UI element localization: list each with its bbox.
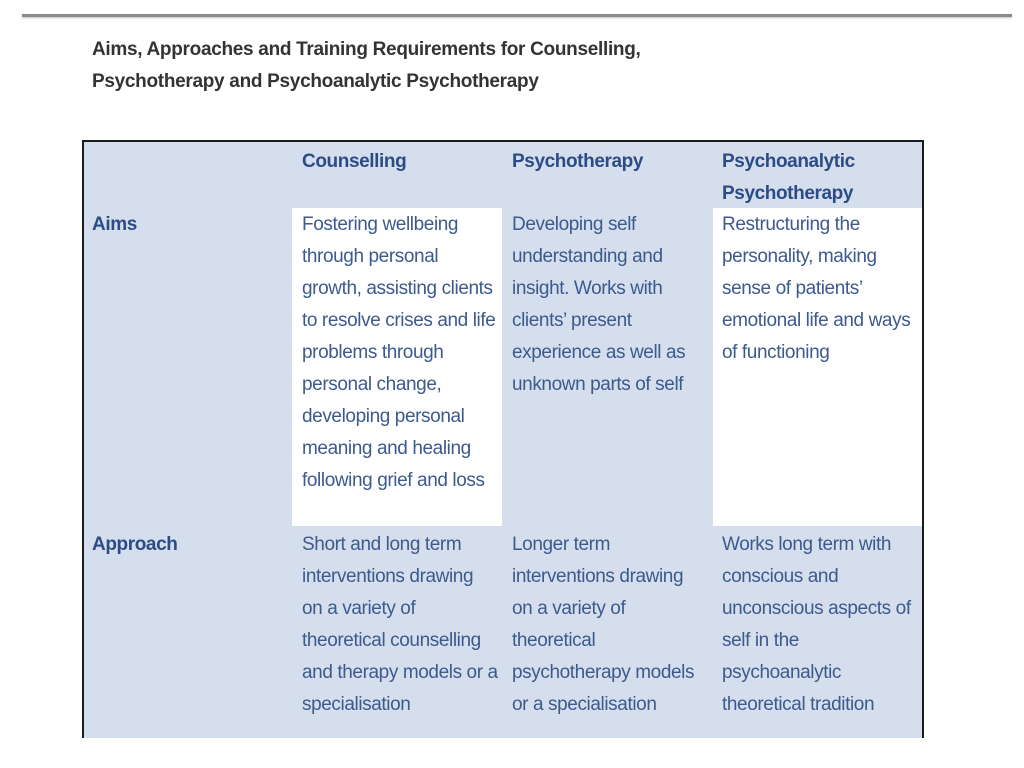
- comparison-table: Counselling Psychotherapy Psychoanalytic…: [82, 140, 924, 738]
- column-header-psychotherapy: Psychotherapy: [512, 151, 644, 172]
- cell-approach-psychotherapy: Longer term interventions drawing on a v…: [512, 534, 695, 715]
- top-divider: [22, 14, 1012, 17]
- cell-approach-psychoanalytic: Works long term with conscious and uncon…: [722, 534, 911, 715]
- column-header-psychoanalytic-psychotherapy: Psychoanalytic Psychotherapy: [722, 151, 855, 204]
- document-title: Aims, Approaches and Training Requiremen…: [92, 39, 641, 92]
- cell-aims-counselling: Fostering wellbeing through personal gro…: [302, 214, 496, 491]
- cell-aims-psychotherapy: Developing self understanding and insigh…: [512, 214, 686, 395]
- row-header-aims: Aims: [92, 214, 137, 235]
- column-header-counselling: Counselling: [302, 151, 407, 172]
- highlight-box-counselling-aims: [292, 208, 502, 526]
- cell-approach-counselling: Short and long term interventions drawin…: [302, 534, 498, 715]
- row-header-approach: Approach: [92, 534, 178, 555]
- cell-aims-psychoanalytic: Restructuring the personality, making se…: [722, 214, 911, 363]
- highlight-box-psychoanalytic-aims: [713, 208, 922, 526]
